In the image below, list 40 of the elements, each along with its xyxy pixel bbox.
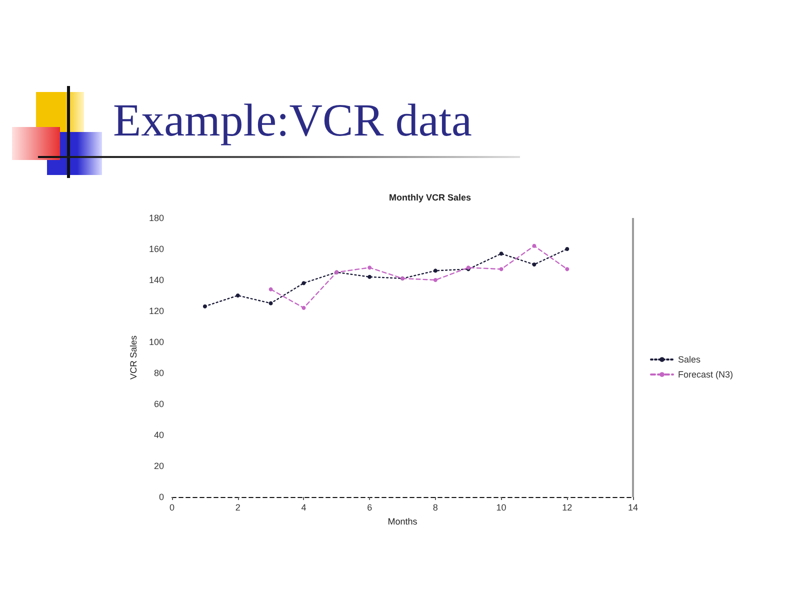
y-tick-label: 160 bbox=[148, 244, 164, 254]
point bbox=[236, 294, 240, 298]
chart-subtitle: Monthly VCR Sales bbox=[388, 192, 472, 202]
x-axis-title: Months bbox=[388, 516, 418, 526]
legend-label: Forecast (N3) bbox=[678, 370, 734, 380]
point bbox=[302, 306, 306, 310]
point bbox=[368, 266, 372, 270]
legend-label: Sales bbox=[678, 354, 702, 364]
y-tick-label: 60 bbox=[154, 399, 164, 409]
y-tick-label: 20 bbox=[154, 461, 164, 471]
point bbox=[565, 267, 570, 272]
point bbox=[499, 252, 504, 256]
x-tick-label: 12 bbox=[562, 502, 572, 512]
y-tick-label: 40 bbox=[154, 430, 164, 440]
y-tick-label: 80 bbox=[154, 368, 164, 378]
point bbox=[532, 262, 536, 266]
x-tick-label: 0 bbox=[169, 502, 175, 512]
point bbox=[368, 274, 372, 279]
point bbox=[532, 244, 536, 248]
x-tick-label: 14 bbox=[628, 502, 638, 512]
y-axis-title: VCR Sales bbox=[128, 334, 139, 380]
x-tick-label: 8 bbox=[432, 502, 438, 512]
point bbox=[433, 278, 438, 282]
point bbox=[202, 304, 207, 308]
x-tick-label: 10 bbox=[496, 502, 506, 512]
y-tick-label: 100 bbox=[148, 337, 164, 347]
point bbox=[565, 247, 570, 251]
point bbox=[499, 267, 504, 272]
point bbox=[433, 268, 438, 273]
point bbox=[302, 281, 306, 286]
x-tick-label: 2 bbox=[235, 502, 240, 512]
y-tick-label: 120 bbox=[148, 306, 164, 316]
y-tick-label: 180 bbox=[148, 213, 164, 223]
chart-title: Example:VCR data bbox=[113, 94, 472, 146]
point bbox=[268, 301, 273, 306]
point bbox=[268, 287, 273, 292]
x-tick-label: 6 bbox=[367, 502, 372, 512]
y-tick-label: 0 bbox=[158, 492, 164, 502]
x-tick-label: 4 bbox=[301, 502, 306, 512]
y-tick-label: 140 bbox=[148, 275, 164, 285]
